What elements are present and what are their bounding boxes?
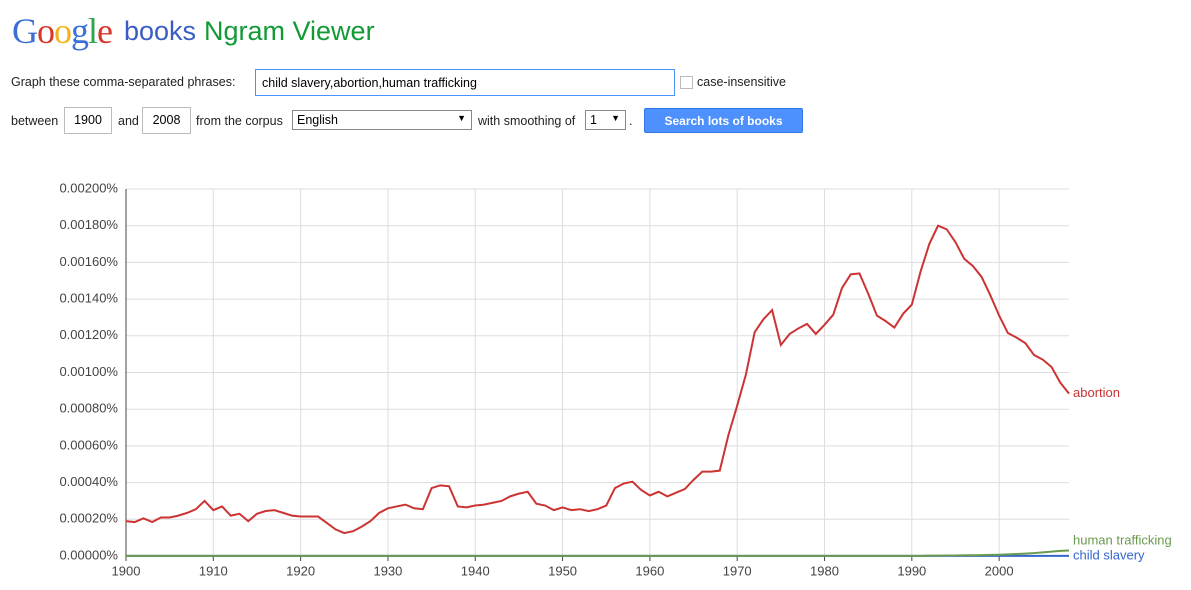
y-tick-label: 0.00060% (59, 437, 118, 452)
start-year-input[interactable]: 1900 (64, 107, 112, 134)
search-button[interactable]: Search lots of books (644, 108, 803, 133)
y-tick-label: 0.00080% (59, 401, 118, 416)
y-tick-label: 0.00100% (59, 364, 118, 379)
corpus-select[interactable]: English ▼ (292, 110, 472, 130)
x-tick-label: 1980 (810, 563, 839, 578)
y-tick-label: 0.00000% (59, 547, 118, 562)
phrases-input[interactable]: child slavery,abortion,human trafficking (255, 69, 675, 96)
y-tick-label: 0.00200% (59, 180, 118, 195)
and-label: and (118, 114, 139, 128)
app-title: Ngram Viewer (204, 16, 375, 46)
x-tick-label: 1940 (461, 563, 490, 578)
y-tick-label: 0.00120% (59, 327, 118, 342)
x-tick-label: 1920 (286, 563, 315, 578)
y-tick-label: 0.00040% (59, 474, 118, 489)
series-line (125, 224, 1070, 535)
logo-books: books (124, 16, 197, 46)
between-label: between (11, 114, 59, 128)
legend-label: child slavery (1073, 547, 1145, 562)
series-line (126, 549, 1070, 557)
smoothing-select[interactable]: 1 ▼ (585, 110, 626, 130)
x-tick-label: 1900 (112, 563, 141, 578)
y-tick-label: 0.00020% (59, 511, 118, 526)
corpus-value: English (297, 113, 338, 127)
x-tick-label: 1960 (635, 563, 664, 578)
phrases-label: Graph these comma-separated phrases: (11, 75, 236, 89)
legend-label: human trafficking (1073, 532, 1172, 547)
y-tick-label: 0.00180% (59, 217, 118, 232)
y-tick-label: 0.00140% (59, 291, 118, 306)
x-tick-label: 2000 (985, 563, 1014, 578)
x-tick-label: 1930 (373, 563, 402, 578)
x-tick-label: 1990 (897, 563, 926, 578)
x-tick-label: 1970 (723, 563, 752, 578)
x-tick-label: 1910 (199, 563, 228, 578)
case-label: case-insensitive (697, 75, 786, 89)
x-tick-label: 1950 (548, 563, 577, 578)
smoothing-label: with smoothing of (478, 114, 576, 128)
corpus-label: from the corpus (196, 114, 283, 128)
logo: Google (12, 11, 113, 51)
smoothing-value: 1 (590, 113, 597, 127)
end-year-input[interactable]: 2008 (142, 107, 191, 134)
y-tick-label: 0.00160% (59, 254, 118, 269)
case-checkbox[interactable] (680, 76, 693, 89)
legend-label: abortion (1073, 385, 1120, 400)
period: . (629, 114, 633, 128)
